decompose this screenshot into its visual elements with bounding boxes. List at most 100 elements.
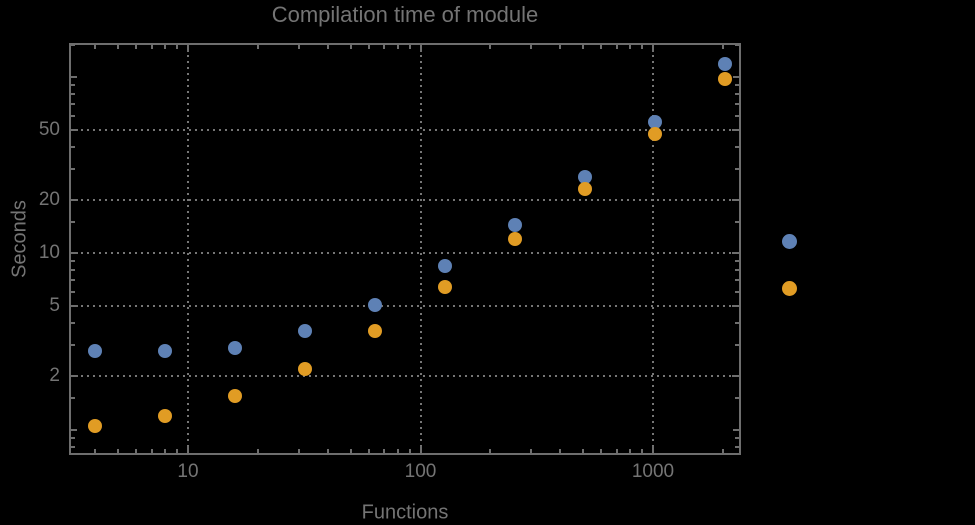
x-tick-mark: [349, 449, 352, 453]
y-tick-mark: [71, 260, 75, 263]
x-tick-mark: [419, 45, 422, 52]
y-tick-mark: [733, 75, 739, 78]
x-tick-mark: [383, 449, 386, 453]
data-point-blue: [228, 340, 243, 355]
x-tick-mark: [721, 45, 724, 49]
x-tick-label: 100: [404, 461, 437, 482]
x-tick-mark: [176, 45, 179, 49]
y-tick-mark: [732, 252, 739, 254]
data-point-blue: [158, 343, 173, 358]
y-tick-mark: [735, 291, 739, 294]
y-tick-label: 5: [49, 295, 60, 317]
y-tick-mark: [735, 114, 739, 117]
data-point-orange: [158, 408, 173, 423]
x-tick-mark: [419, 446, 422, 453]
x-tick-label: 1000: [631, 461, 675, 482]
data-point-blue: [718, 56, 733, 71]
y-tick-mark: [735, 92, 739, 95]
x-tick-mark: [135, 45, 138, 49]
data-point-orange: [88, 418, 103, 433]
y-tick-mark: [71, 44, 75, 47]
data-point-orange: [298, 362, 313, 377]
y-tick-mark: [71, 445, 75, 448]
y-tick-mark: [735, 344, 739, 347]
y-tick-mark: [71, 322, 75, 325]
y-tick-label: 2: [49, 365, 60, 387]
y-tick-mark: [735, 220, 739, 223]
data-point-orange: [368, 324, 383, 339]
y-tick-label: 10: [38, 242, 60, 263]
x-tick-mark: [326, 45, 329, 49]
y-gridline: [69, 128, 741, 131]
y-tick-mark: [71, 291, 75, 294]
y-axis-label: Seconds: [8, 200, 31, 278]
y-gridline: [69, 198, 741, 201]
y-tick-mark: [735, 269, 739, 272]
chart-title: Compilation time of module: [271, 2, 539, 27]
x-tick-mark: [582, 449, 584, 453]
x-tick-mark: [349, 45, 352, 49]
x-gridline: [652, 43, 654, 455]
y-tick-mark: [735, 322, 739, 325]
x-tick-mark: [600, 449, 603, 453]
data-point-blue: [648, 115, 663, 130]
x-tick-mark: [489, 449, 492, 453]
y-tick-mark: [71, 252, 78, 254]
y-tick-mark: [71, 83, 75, 86]
data-point-orange: [648, 127, 663, 142]
x-tick-mark: [256, 449, 259, 453]
data-point-orange: [718, 71, 733, 86]
x-tick-mark: [559, 449, 562, 453]
data-point-blue: [508, 217, 523, 232]
x-tick-mark: [367, 45, 370, 49]
x-tick-mark: [383, 45, 386, 49]
y-tick-mark: [71, 102, 75, 105]
y-tick-mark: [735, 102, 739, 105]
x-tick-mark: [600, 45, 603, 49]
x-tick-mark: [150, 45, 153, 49]
x-tick-mark: [367, 449, 370, 453]
x-tick-mark: [652, 446, 654, 453]
x-tick-mark: [176, 449, 179, 453]
x-gridline: [187, 43, 189, 455]
x-tick-mark: [396, 45, 399, 49]
y-tick-mark: [71, 198, 78, 201]
x-tick-mark: [721, 449, 724, 453]
x-tick-mark: [164, 449, 167, 453]
y-gridline: [69, 375, 741, 378]
x-tick-mark: [629, 449, 632, 453]
y-tick-mark: [735, 44, 739, 47]
y-tick-mark: [732, 375, 739, 378]
x-tick-mark: [256, 45, 259, 49]
x-tick-mark: [187, 45, 189, 52]
x-axis-label: Functions: [361, 501, 449, 524]
y-tick-mark: [732, 128, 739, 131]
y-tick-mark: [71, 167, 75, 170]
legend-marker-orange: [781, 280, 797, 296]
y-tick-mark: [735, 145, 739, 148]
y-tick-mark: [71, 344, 75, 347]
y-tick-mark: [735, 167, 739, 170]
data-point-blue: [88, 343, 103, 358]
x-tick-mark: [396, 449, 399, 453]
x-tick-mark: [615, 45, 618, 49]
y-gridline: [69, 305, 741, 308]
data-point-orange: [508, 232, 523, 247]
y-tick-mark: [71, 428, 77, 431]
legend-marker-blue: [781, 233, 797, 249]
x-tick-mark: [187, 446, 189, 453]
y-tick-mark: [71, 436, 75, 439]
y-tick-mark: [71, 145, 75, 148]
x-tick-mark: [94, 45, 97, 49]
x-tick-mark: [559, 45, 562, 49]
x-tick-mark: [652, 45, 654, 52]
x-tick-mark: [94, 449, 97, 453]
y-tick-mark: [71, 375, 78, 378]
y-tick-mark: [735, 260, 739, 263]
y-tick-mark: [71, 92, 75, 95]
data-point-orange: [578, 182, 593, 197]
x-tick-mark: [117, 45, 119, 49]
y-tick-label: 50: [38, 118, 60, 140]
data-point-blue: [578, 169, 593, 184]
y-tick-mark: [735, 397, 739, 400]
